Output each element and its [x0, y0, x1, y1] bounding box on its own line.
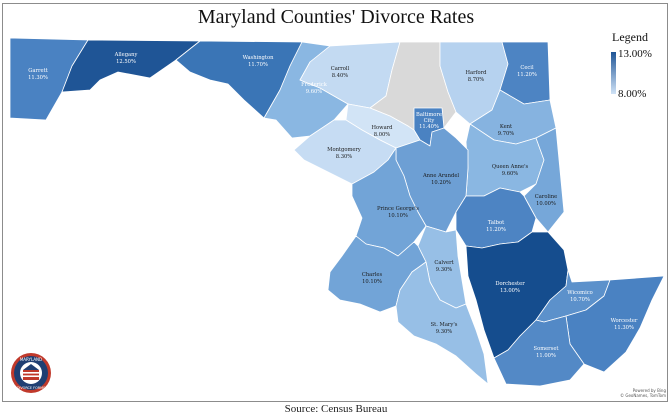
- label-garrett-rate: 11.30%: [28, 75, 48, 81]
- legend-min-value: 8.00%: [618, 88, 647, 100]
- label-harford-rate: 8.70%: [468, 77, 485, 83]
- label-charles-name: Charles: [362, 272, 383, 278]
- label-washington-name: Washington: [243, 55, 275, 61]
- label-kent-name: Kent: [500, 124, 513, 130]
- label-somerset-rate: 11.00%: [536, 353, 556, 359]
- label-st-marys-name: St. Mary's: [431, 322, 458, 328]
- label-baltimore-city-name-2: City: [424, 118, 435, 124]
- county-st-marys[interactable]: [395, 261, 489, 385]
- credit-line-1: Powered by Bing: [632, 388, 666, 393]
- label-worcester-name: Worcester: [611, 318, 638, 324]
- county-worcester[interactable]: [565, 275, 665, 373]
- credit-line-2: © GeoNames, TomTom: [620, 393, 666, 398]
- label-garrett-name: Garrett: [28, 68, 48, 74]
- label-montgomery-name: Montgomery: [327, 147, 361, 153]
- label-cecil-name: Cecil: [520, 65, 534, 71]
- label-howard-rate: 8.00%: [374, 132, 391, 138]
- label-baltimore-city-rate: 11.40%: [419, 124, 439, 130]
- label-cecil-rate: 11.20%: [517, 72, 537, 78]
- label-talbot-name: Talbot: [488, 220, 505, 226]
- label-wicomico-rate: 10.70%: [570, 297, 590, 303]
- label-howard-name: Howard: [372, 125, 394, 131]
- label-worcester-rate: 11.30%: [614, 325, 634, 331]
- legend-color-bar: [611, 52, 616, 94]
- label-carroll-name: Carroll: [331, 66, 350, 72]
- label-anne-arundel-rate: 10.20%: [431, 180, 451, 186]
- map-credit: Powered by Bing © GeoNames, TomTom: [612, 388, 666, 398]
- label-kent-rate: 9.70%: [498, 131, 515, 137]
- label-allegany-rate: 12.50%: [116, 59, 136, 65]
- label-frederick-name: Frederick: [301, 82, 328, 88]
- label-queen-annes-rate: 9.60%: [502, 171, 519, 177]
- map-title: Maryland Counties' Divorce Rates: [197, 6, 475, 28]
- seal-text-bottom: DIVORCE FORMS: [17, 386, 45, 390]
- label-anne-arundel-name: Anne Arundel: [422, 173, 459, 179]
- label-prince-georges-name: Prince George's: [377, 206, 419, 212]
- county-labels: Garrett 11.30% Allegany 12.50% Washingto…: [28, 52, 638, 359]
- county-somerset[interactable]: [493, 315, 585, 387]
- seal-text-top: MARYLAND: [20, 357, 42, 362]
- maryland-divorce-forms-seal: MARYLAND DIVORCE FORMS: [11, 353, 51, 393]
- legend-title: Legend: [612, 30, 648, 44]
- label-carroll-rate: 8.40%: [332, 73, 349, 79]
- label-washington-rate: 11.70%: [248, 62, 268, 68]
- label-dorchester-name: Dorchester: [495, 281, 525, 287]
- label-talbot-rate: 11.20%: [486, 227, 506, 233]
- label-queen-annes-name: Queen Anne's: [492, 164, 529, 170]
- label-allegany-name: Allegany: [114, 52, 138, 58]
- label-prince-georges-rate: 10.10%: [388, 213, 408, 219]
- label-charles-rate: 10.10%: [362, 279, 382, 285]
- legend-max-value: 13.00%: [618, 48, 652, 60]
- label-frederick-rate: 9.60%: [306, 89, 323, 95]
- label-calvert-name: Calvert: [434, 260, 454, 266]
- label-calvert-rate: 9.30%: [436, 267, 453, 273]
- label-dorchester-rate: 13.00%: [500, 288, 520, 294]
- label-caroline-name: Caroline: [535, 194, 557, 200]
- source-note: Source: Census Bureau: [284, 403, 388, 415]
- label-caroline-rate: 10.00%: [536, 201, 556, 207]
- label-harford-name: Harford: [466, 70, 488, 76]
- label-wicomico-name: Wicomico: [567, 290, 593, 296]
- label-baltimore-city-name-1: Baltimore: [416, 112, 442, 118]
- label-st-marys-rate: 9.30%: [436, 329, 453, 335]
- label-somerset-name: Somerset: [534, 346, 560, 352]
- label-montgomery-rate: 8.30%: [336, 154, 353, 160]
